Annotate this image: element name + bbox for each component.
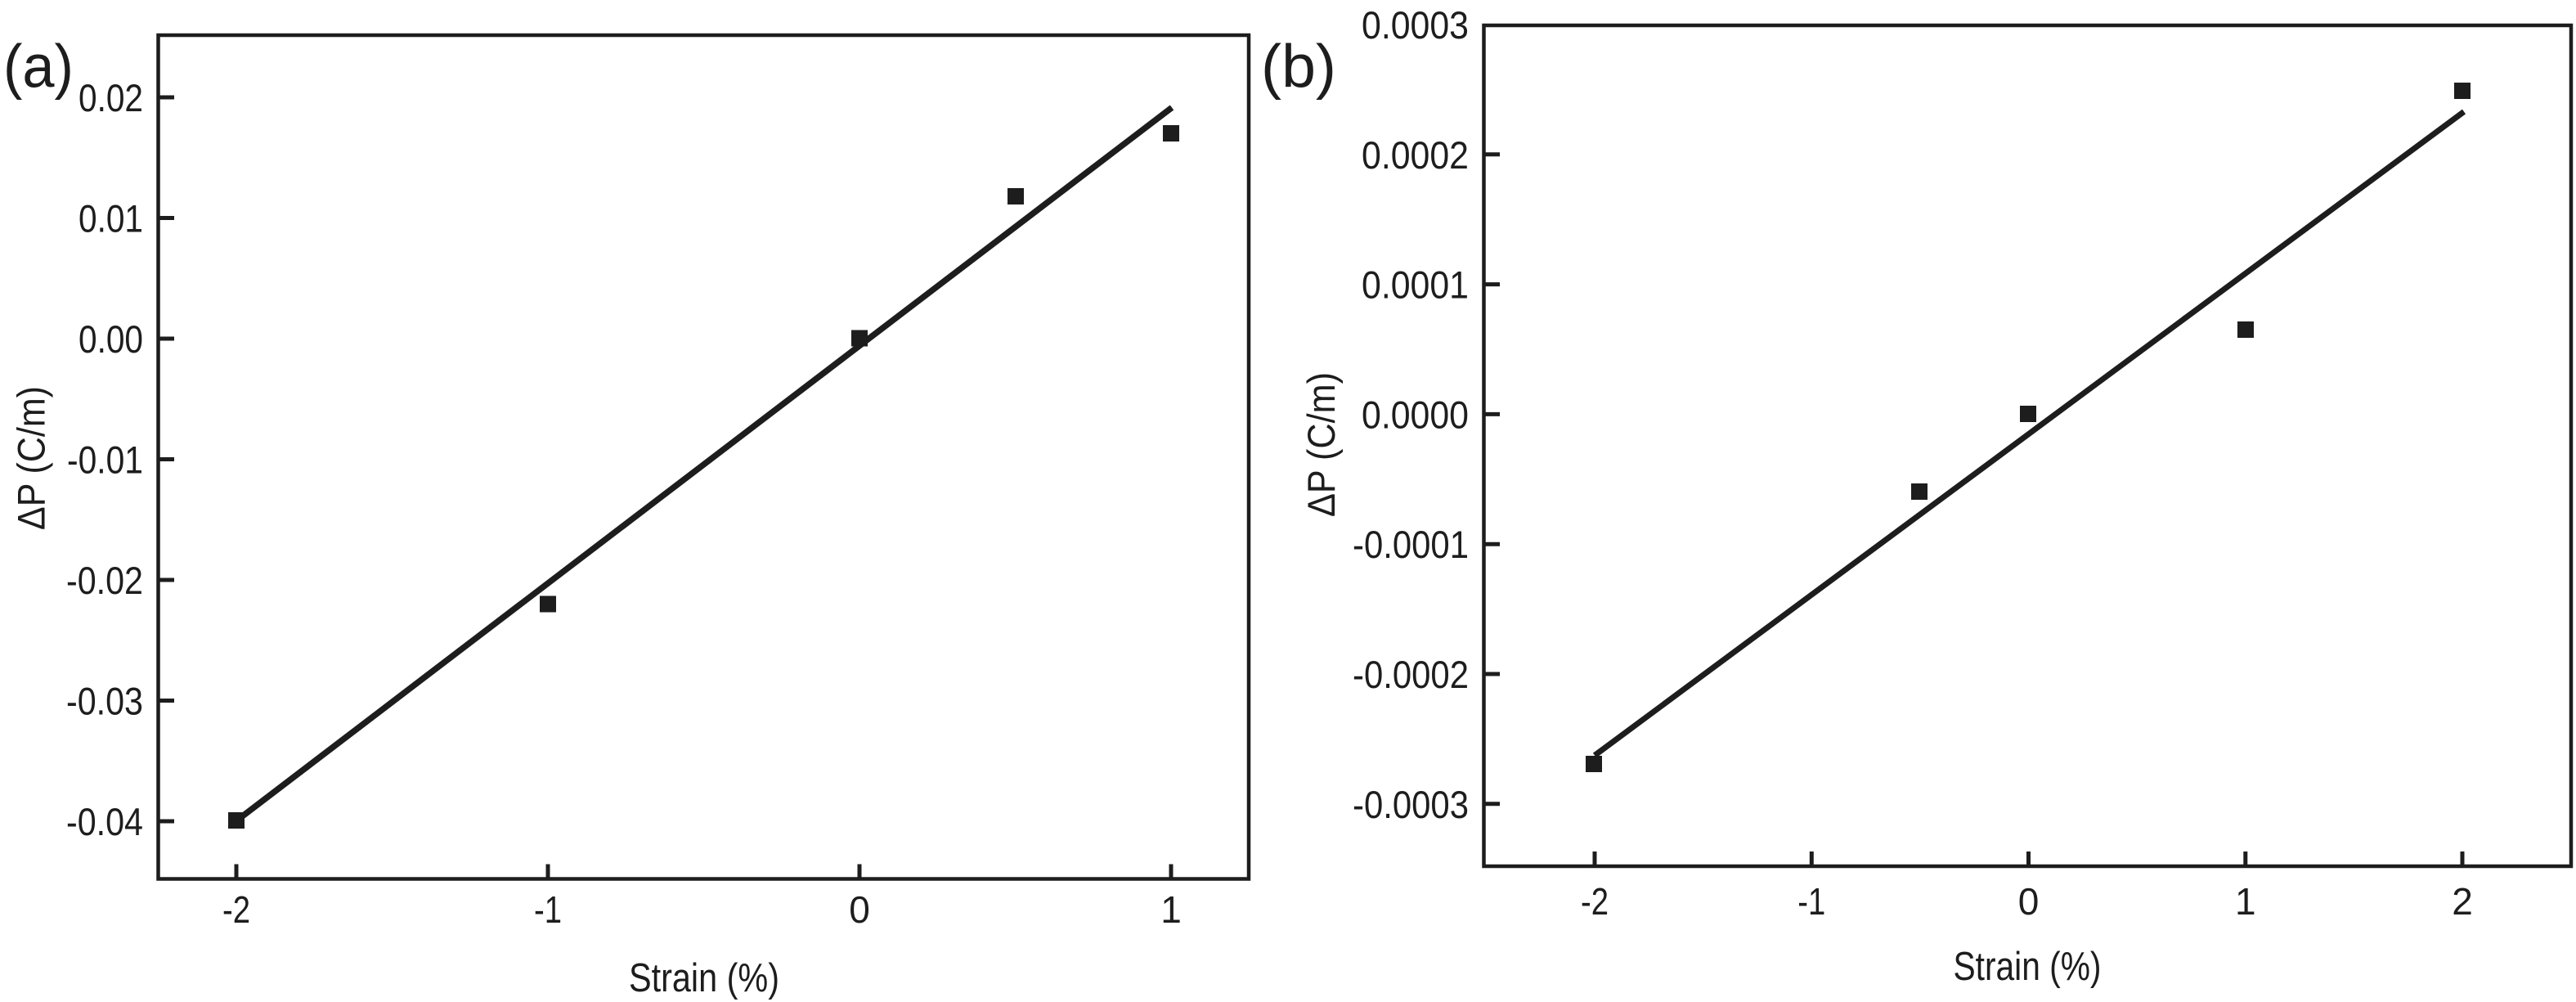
svg-text:0.0002: 0.0002 xyxy=(1362,133,1469,177)
svg-text:-0.0003: -0.0003 xyxy=(1353,783,1469,826)
svg-text:-2: -2 xyxy=(222,888,250,931)
svg-text:ΔP (C/m): ΔP (C/m) xyxy=(10,386,53,530)
svg-text:1: 1 xyxy=(2235,880,2256,923)
svg-text:1: 1 xyxy=(1160,888,1182,931)
svg-text:0.0001: 0.0001 xyxy=(1362,263,1469,307)
svg-text:0: 0 xyxy=(849,888,870,931)
svg-text:-1: -1 xyxy=(534,888,562,931)
svg-text:-0.01: -0.01 xyxy=(67,438,143,482)
svg-text:Strain (%): Strain (%) xyxy=(629,956,779,1000)
svg-text:ΔP (C/m): ΔP (C/m) xyxy=(1299,372,1343,517)
svg-text:-1: -1 xyxy=(1797,880,1825,923)
svg-text:-0.0002: -0.0002 xyxy=(1353,653,1469,696)
svg-text:0.02: 0.02 xyxy=(79,76,143,119)
svg-text:0: 0 xyxy=(2018,880,2040,923)
svg-text:-0.03: -0.03 xyxy=(66,680,143,723)
svg-text:-2: -2 xyxy=(1581,880,1609,923)
svg-text:0.00: 0.00 xyxy=(79,317,143,361)
svg-text:Strain (%): Strain (%) xyxy=(1954,945,2102,989)
svg-text:(a): (a) xyxy=(3,33,74,101)
svg-text:-0.04: -0.04 xyxy=(66,800,143,843)
svg-text:2: 2 xyxy=(2452,880,2473,923)
svg-text:(b): (b) xyxy=(1261,33,1336,101)
svg-text:-0.0001: -0.0001 xyxy=(1353,523,1469,566)
svg-text:0.0003: 0.0003 xyxy=(1362,3,1469,47)
svg-text:-0.02: -0.02 xyxy=(66,559,143,602)
svg-text:0.01: 0.01 xyxy=(79,197,143,240)
svg-text:0.0000: 0.0000 xyxy=(1362,393,1469,436)
